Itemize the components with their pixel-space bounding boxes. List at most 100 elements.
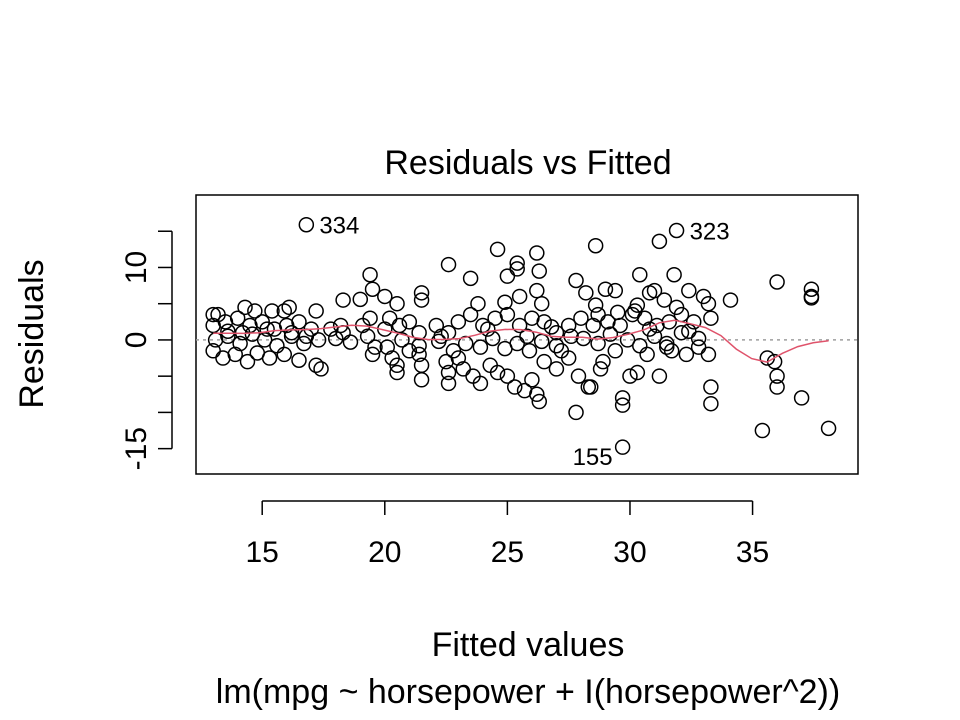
data-point — [462, 270, 479, 287]
data-point — [629, 364, 646, 381]
data-point — [703, 395, 719, 412]
data-point — [690, 330, 707, 347]
data-point — [377, 288, 393, 305]
data-point — [627, 303, 643, 319]
model-formula-label: lm(mpg ~ horsepower + I(horsepower^2)) — [216, 673, 840, 711]
data-point — [521, 343, 538, 359]
data-point — [489, 241, 506, 258]
data-point — [256, 332, 273, 348]
data-point — [582, 379, 599, 395]
data-point — [227, 346, 243, 363]
data-point — [401, 314, 418, 330]
data-point — [291, 314, 307, 330]
data-point — [220, 323, 236, 339]
data-point — [244, 326, 261, 342]
data-point — [472, 375, 489, 392]
data-point — [411, 346, 427, 363]
data-point — [531, 263, 548, 279]
outlier-labels: 334 323 155 — [319, 213, 729, 471]
data-point — [413, 292, 430, 308]
data-point — [703, 379, 719, 395]
data-point — [769, 379, 785, 395]
outlier-label: 334 — [319, 213, 359, 240]
y-axis: -15 0 10 — [120, 230, 173, 470]
data-point — [803, 281, 820, 297]
data-point — [803, 290, 820, 306]
data-point — [619, 332, 636, 348]
data-point — [205, 343, 221, 359]
data-point — [568, 272, 584, 289]
data-point — [597, 281, 614, 297]
data-point — [379, 339, 395, 355]
data-point — [220, 328, 236, 345]
data-point — [276, 346, 293, 363]
data-point — [269, 337, 285, 354]
data-point — [232, 335, 248, 352]
data-point — [239, 353, 256, 370]
data-point — [450, 350, 467, 366]
data-point — [264, 303, 280, 319]
data-point — [364, 281, 381, 297]
x-axis: 15 20 25 30 35 — [246, 500, 769, 569]
data-point — [553, 343, 570, 359]
data-point — [614, 439, 631, 455]
data-point — [389, 357, 405, 374]
data-point — [472, 339, 489, 355]
data-point — [450, 314, 467, 330]
data-point — [673, 324, 690, 341]
data-point — [612, 317, 628, 334]
y-tick-label: 10 — [120, 251, 153, 284]
data-point — [362, 310, 378, 326]
data-point — [678, 346, 695, 363]
x-tick-label: 35 — [736, 536, 769, 569]
residual-points — [205, 216, 837, 455]
data-point — [335, 292, 351, 308]
x-tick-label: 15 — [246, 536, 279, 569]
data-point — [639, 346, 655, 363]
data-point — [506, 379, 523, 395]
data-point — [681, 282, 697, 299]
data-point — [364, 346, 381, 363]
plot-frame — [195, 194, 859, 475]
data-point — [531, 393, 548, 410]
data-point — [607, 282, 624, 299]
data-point — [308, 303, 324, 319]
data-point — [529, 245, 545, 261]
data-point — [328, 330, 344, 347]
data-point — [298, 216, 315, 233]
data-point — [509, 255, 525, 271]
x-axis-label: Fitted values — [432, 626, 625, 664]
smooth-trend-line — [213, 319, 829, 363]
data-point — [440, 256, 457, 273]
data-point — [533, 333, 550, 350]
data-point — [646, 282, 663, 299]
data-point — [568, 404, 584, 421]
data-point — [722, 292, 739, 308]
data-point — [381, 310, 398, 326]
outlier-label: 155 — [573, 444, 613, 471]
y-tick-label: -15 — [120, 427, 153, 470]
data-point — [247, 303, 263, 319]
data-point — [578, 285, 594, 301]
data-point — [313, 361, 329, 377]
data-point — [663, 343, 680, 359]
data-point — [499, 268, 516, 284]
data-point — [281, 299, 297, 316]
data-point — [391, 317, 408, 334]
data-point — [622, 368, 638, 384]
data-point — [548, 337, 565, 354]
data-point — [636, 310, 653, 326]
data-point — [509, 261, 525, 277]
data-point — [413, 372, 430, 388]
data-point — [590, 306, 606, 323]
data-point — [585, 317, 601, 334]
data-point — [529, 386, 545, 403]
data-point — [283, 324, 300, 341]
data-point — [656, 292, 673, 308]
data-point — [769, 368, 785, 384]
data-point — [389, 295, 405, 312]
data-point — [769, 274, 785, 290]
data-point — [659, 339, 675, 355]
data-point — [587, 237, 604, 254]
